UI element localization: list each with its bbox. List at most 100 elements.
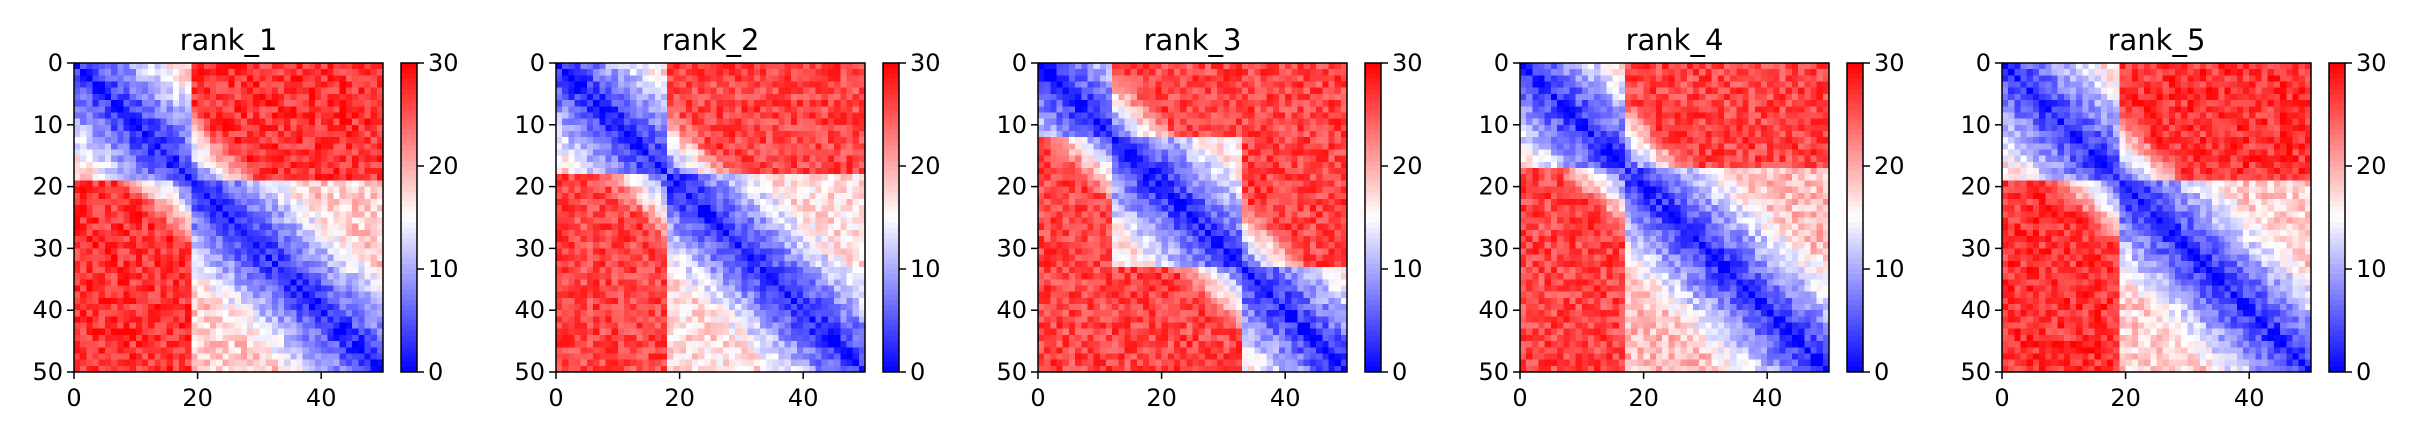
heatmap-cell [308,347,316,354]
heatmap-cell [691,211,699,218]
heatmap-cell [710,130,718,138]
heatmap-cell [673,93,680,101]
heatmap-cell [203,198,211,206]
heatmap-cell [339,112,347,120]
heatmap-cell [98,310,106,317]
heatmap-cell [623,143,631,150]
heatmap-cell [160,198,168,206]
heatmap-cell [321,242,328,249]
heatmap-cell [741,118,748,126]
heatmap-cell [827,87,835,95]
heatmap-cell [840,266,847,274]
heatmap-cell [80,143,87,150]
heatmap-cell [333,266,341,274]
heatmap-cell [809,242,816,249]
heatmap-cell [710,205,718,212]
heatmap-cell [766,75,773,82]
heatmap-cell [315,291,322,299]
heatmap-cell [327,359,334,367]
heatmap-cell [846,347,854,354]
heatmap-cell [593,279,600,286]
heatmap-cell [86,328,93,336]
heatmap-cell [722,168,730,175]
heatmap-cell [284,149,291,157]
heatmap-cell [667,149,674,157]
heatmap-cell [772,168,779,175]
heatmap-cell [673,168,680,175]
heatmap-cell [716,223,724,231]
heatmap-cell [661,87,668,95]
heatmap-cell [710,87,718,95]
heatmap-cell [179,353,186,361]
heatmap-cell [704,75,711,82]
heatmap-cell [846,93,854,101]
heatmap-cell [852,211,860,218]
heatmap-cell [86,87,93,95]
heatmap-cell [345,273,353,280]
heatmap-cell [642,75,650,82]
heatmap-cell [586,186,594,194]
heatmap-cell [352,211,359,218]
heatmap-cell [253,81,260,89]
heatmap-cell [117,266,124,274]
heatmap-cell [623,161,631,169]
heatmap-cell [679,242,687,249]
heatmap-cell [148,310,155,317]
heatmap-cell [209,137,217,144]
heatmap-cell [617,266,625,274]
heatmap-cell [172,198,180,206]
heatmap-cell [599,124,606,132]
heatmap-cell [840,328,847,336]
heatmap-cell [253,63,260,70]
heatmap-cell [840,322,847,330]
heatmap-cell [667,186,674,194]
heatmap-cell [253,248,260,255]
heatmap-cell [339,211,347,218]
heatmap-cell [154,161,161,169]
heatmap-cell [290,260,297,268]
heatmap-cell [315,137,322,144]
heatmap-cell [172,81,180,89]
heatmap-cell [148,260,155,268]
heatmap-cell [197,229,205,237]
heatmap-cell [197,149,205,157]
heatmap-cell [623,304,631,311]
heatmap-cell [234,248,242,255]
heatmap-cell [203,347,211,354]
heatmap-cell [247,112,254,120]
heatmap-cell [86,112,93,120]
heatmap-cell [815,155,823,163]
heatmap-cell [691,341,699,348]
heatmap-cell [722,260,730,268]
heatmap-cell [661,81,668,89]
heatmap-cell [166,106,174,113]
heatmap-cell [74,285,81,293]
heatmap-cell [123,69,131,76]
heatmap-cell [599,81,606,89]
heatmap-cell [209,248,217,255]
heatmap-cell [296,130,304,138]
heatmap-cell [617,205,625,212]
heatmap-cell [222,242,229,249]
heatmap-cell [691,248,699,255]
heatmap-cell [234,236,242,243]
heatmap-cell [290,341,297,348]
heatmap-cell [271,322,279,330]
heatmap-cell [698,297,705,305]
heatmap-cell [315,242,322,249]
heatmap-cell [179,87,186,95]
heatmap-cell [80,155,87,163]
heatmap-cell [784,198,792,206]
heatmap-cell [259,334,266,342]
heatmap-cell [729,198,736,206]
heatmap-cell [568,316,575,323]
heatmap-cell [265,285,273,293]
heatmap-cell [92,248,100,255]
heatmap-cell [228,118,236,126]
heatmap-cell [111,186,118,194]
heatmap-cell [197,223,205,231]
heatmap-cell [827,266,835,274]
heatmap-cell [636,341,643,348]
heatmap-cell [296,155,304,163]
heatmap-cell [716,192,724,200]
